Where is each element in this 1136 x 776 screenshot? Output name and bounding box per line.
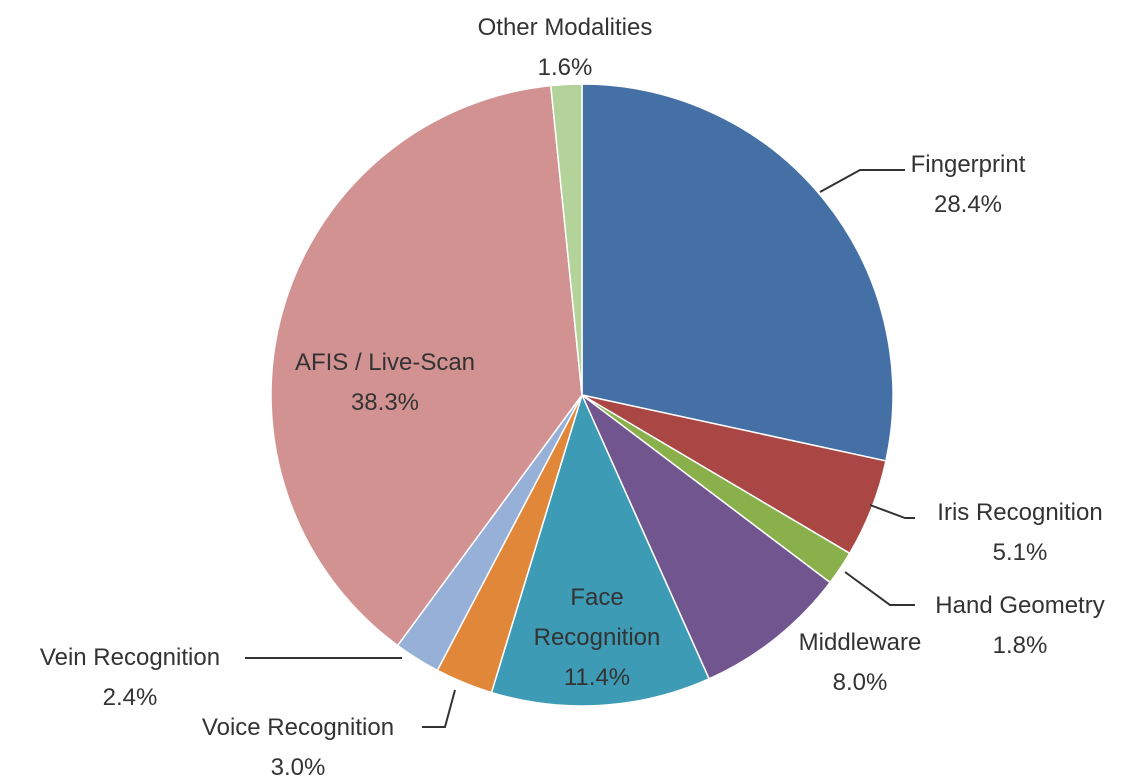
leader-line: [844, 571, 915, 606]
category-label: Other Modalities: [477, 14, 653, 41]
value-label: 38.3%: [350, 389, 420, 416]
value-label: 2.4%: [102, 684, 158, 711]
category-label: Hand Geometry: [935, 592, 1105, 619]
category-label: Vein Recognition: [39, 644, 221, 671]
slice-label: Iris Recognition 5.1%: [937, 493, 1102, 573]
slice-label: Other Modalities 1.6%: [478, 8, 653, 88]
slices: [270, 83, 894, 707]
category-label: Fingerprint: [910, 151, 1026, 178]
value-label: 5.1%: [992, 539, 1048, 566]
slice-label: Face Recognition 11.4%: [512, 578, 682, 698]
pie-slice: [549, 83, 583, 396]
slice-label: Middleware 8.0%: [799, 623, 922, 703]
slice-label: AFIS / Live-Scan 38.3%: [295, 343, 475, 423]
value-label: 8.0%: [832, 669, 888, 696]
value-label: 3.0%: [270, 754, 326, 776]
category-label: Middleware: [798, 629, 922, 656]
leader-line: [422, 689, 456, 728]
leader-line: [819, 169, 905, 193]
pie-slice: [581, 83, 894, 462]
value-label: 11.4%: [563, 664, 631, 691]
category-label: AFIS / Live-Scan: [294, 349, 476, 376]
value-label: 1.8%: [992, 632, 1048, 659]
slice-label: Hand Geometry 1.8%: [935, 586, 1104, 666]
slice-label: Vein Recognition 2.4%: [40, 638, 220, 718]
slice-label: Voice Recognition 3.0%: [202, 708, 394, 776]
leader-line: [869, 504, 915, 519]
category-label: Voice Recognition: [201, 714, 395, 741]
value-label: 28.4%: [933, 191, 1003, 218]
pie-slice: [270, 84, 583, 647]
slice-label: Fingerprint 28.4%: [911, 145, 1026, 225]
value-label: 1.6%: [537, 54, 593, 81]
category-label: Face Recognition: [533, 584, 661, 651]
category-label: Iris Recognition: [937, 499, 1103, 526]
pie-slice: [490, 392, 711, 707]
pie-slice: [581, 394, 832, 680]
